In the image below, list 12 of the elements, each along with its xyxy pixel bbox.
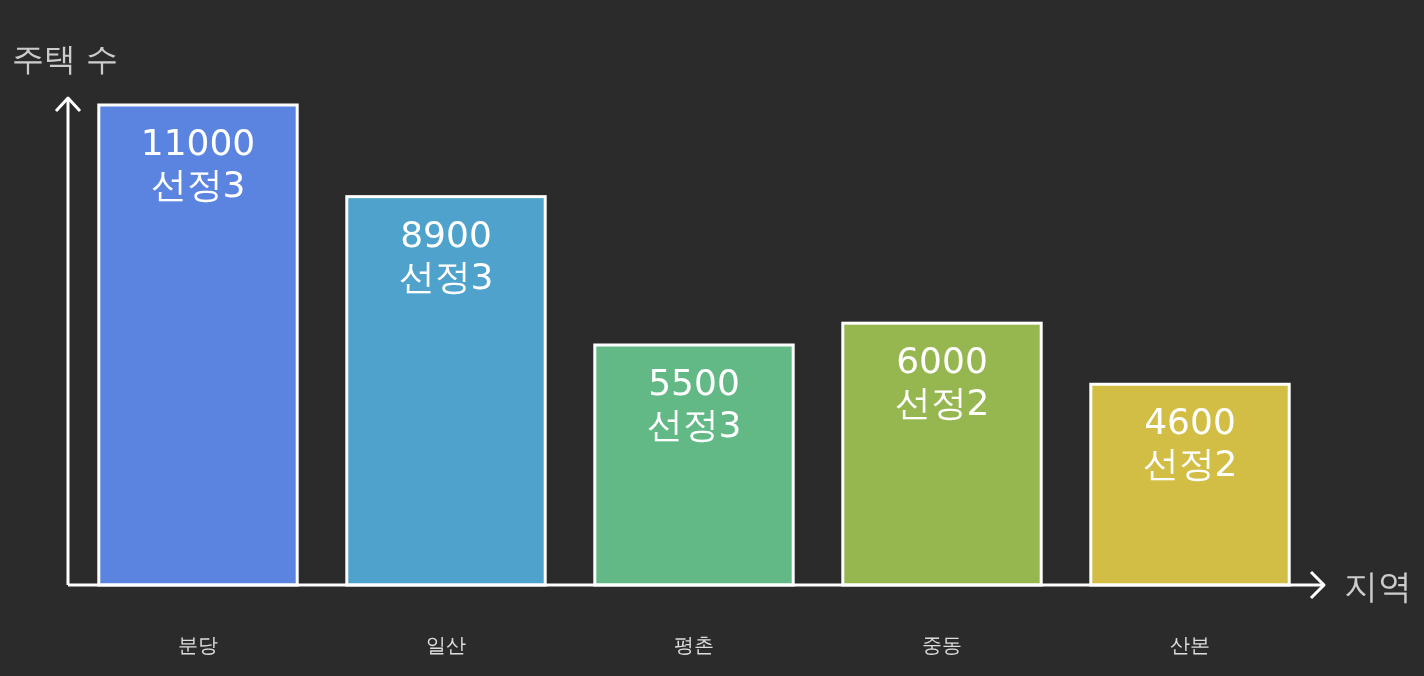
data-label: 8900 선정3 xyxy=(398,213,494,297)
data-label: 4600 선정2 xyxy=(1142,401,1238,485)
data-label: 11000 선정3 xyxy=(140,122,256,205)
data-label: 5500 선정3 xyxy=(646,362,742,445)
x-tick-label: 평촌 xyxy=(674,633,714,657)
x-tick-label: 중동 xyxy=(922,633,962,657)
x-axis-title: 지역 xyxy=(1344,566,1412,606)
data-label: 6000 선정2 xyxy=(894,340,990,424)
x-tick-label: 분당 xyxy=(178,633,218,657)
y-axis-title: 주택 수 xyxy=(12,40,119,78)
x-tick-label: 일산 xyxy=(426,633,466,657)
x-tick-label: 산본 xyxy=(1170,633,1210,657)
